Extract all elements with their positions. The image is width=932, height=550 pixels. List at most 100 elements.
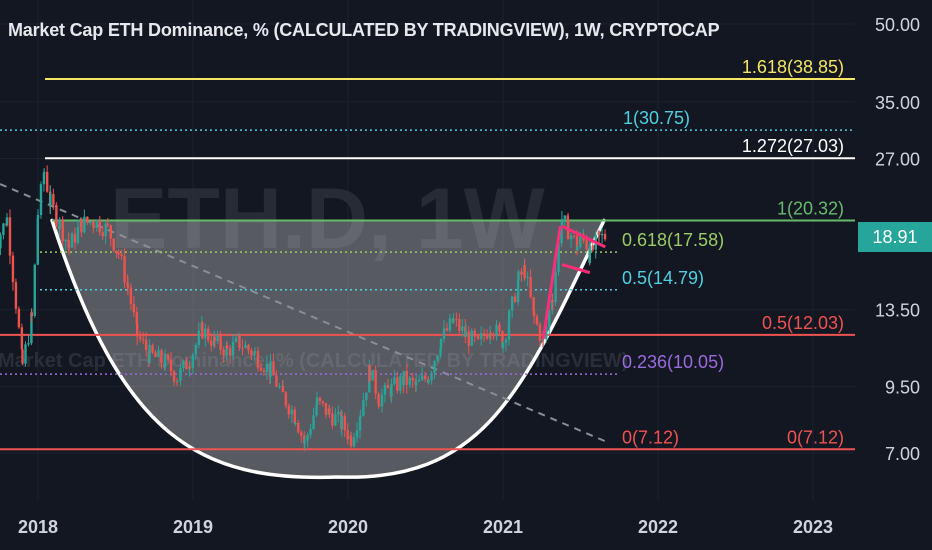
candle-body [36, 215, 40, 219]
flag-upper [561, 224, 606, 249]
candle-body [172, 371, 176, 382]
candle-body [45, 171, 49, 192]
candle-body [101, 232, 104, 237]
candle-body [551, 300, 554, 303]
candle-body [377, 404, 381, 407]
candle-body [535, 316, 539, 325]
price-axis[interactable]: 50.00 35.00 27.00 13.50 9.50 7.00 [875, 15, 920, 464]
candle-body [498, 324, 501, 332]
fib-label: 1(30.75) [623, 108, 690, 128]
candle-body [21, 349, 24, 364]
candle-body [420, 375, 424, 381]
candle-body [439, 338, 443, 349]
candle-body [482, 333, 486, 336]
candle-body [390, 383, 393, 397]
candle-body [365, 392, 368, 400]
candle-body [526, 276, 529, 278]
candle-body [154, 352, 157, 357]
candle-body [477, 336, 480, 339]
y-tick-label: 7.00 [885, 444, 920, 464]
time-axis[interactable]: 2018 2019 2020 2021 2022 2023 [18, 517, 833, 537]
candle-body [67, 246, 71, 248]
candle-body [294, 422, 297, 424]
candle-body [244, 345, 247, 349]
candle-body [8, 217, 12, 256]
candle-body [374, 370, 377, 394]
fib-label: 0.236(10.05) [622, 352, 724, 372]
candle-body [399, 376, 402, 391]
fib-label: 1(20.32) [777, 198, 844, 218]
candle-body [312, 415, 315, 430]
candle-body [513, 296, 517, 303]
candle-body [538, 324, 542, 342]
candle-body [231, 341, 235, 356]
candle-body [324, 402, 328, 415]
trend-line-segment [0, 183, 608, 443]
candle-body [402, 370, 405, 385]
candle-body [11, 255, 15, 283]
candle-body [157, 350, 160, 357]
candle-body [572, 235, 576, 237]
candle-body [405, 370, 408, 385]
cup-pattern [50, 218, 606, 480]
x-tick-label: 2020 [328, 517, 368, 537]
candle-body [42, 172, 46, 185]
candle-body [188, 366, 192, 368]
candle-body [76, 227, 80, 243]
candle-body [138, 336, 142, 339]
candle-body [241, 347, 244, 349]
candle-body [238, 335, 241, 348]
fib-label: 1.272(27.03) [742, 136, 844, 156]
candle-body [67, 239, 70, 247]
candle-body [507, 321, 511, 340]
candle-body [529, 276, 532, 298]
candle-body [55, 204, 58, 226]
fib-label: 0(7.12) [622, 427, 679, 447]
candle-body [52, 194, 55, 205]
candle-body [112, 238, 115, 251]
candle-body [129, 287, 133, 304]
fib-label: 0(7.12) [787, 427, 844, 447]
candle-body [470, 330, 473, 346]
candle-body [411, 377, 414, 381]
candle-body [380, 394, 384, 407]
candle-body [585, 240, 588, 250]
candle-body [293, 409, 297, 424]
candle-body [600, 233, 604, 236]
candle-body [135, 312, 139, 325]
x-tick-label: 2021 [483, 517, 523, 537]
chart-title: Market Cap ETH Dominance, % (CALCULATED … [8, 20, 720, 40]
candle-body [297, 422, 300, 433]
candle-body [92, 221, 95, 227]
candle-body [185, 360, 188, 370]
candles [0, 165, 607, 452]
candle-body [430, 373, 433, 381]
candle-body [197, 330, 201, 345]
y-tick-label: 13.50 [875, 301, 920, 321]
candle-body [321, 401, 325, 403]
candle-body [352, 437, 356, 447]
candle-body [309, 429, 312, 435]
candle-body [545, 327, 548, 340]
candle-body [17, 308, 21, 328]
candle-body [501, 342, 505, 348]
candle-body [136, 324, 139, 337]
candle-body [415, 381, 418, 385]
handle-pattern [541, 224, 606, 340]
candle-body [501, 331, 504, 348]
trend-line [0, 183, 608, 443]
candle-body [216, 335, 219, 342]
candle-body [300, 432, 303, 436]
candle-body [337, 411, 340, 415]
candle-body [588, 245, 591, 264]
candle-body [98, 220, 101, 233]
candle-body [575, 235, 579, 251]
candle-body [163, 354, 167, 368]
candle-body [346, 430, 349, 440]
fib-lines [0, 78, 855, 451]
candle-body [362, 399, 365, 416]
x-tick-label: 2018 [18, 517, 58, 537]
candle-body [464, 331, 467, 337]
candle-body [120, 254, 123, 256]
